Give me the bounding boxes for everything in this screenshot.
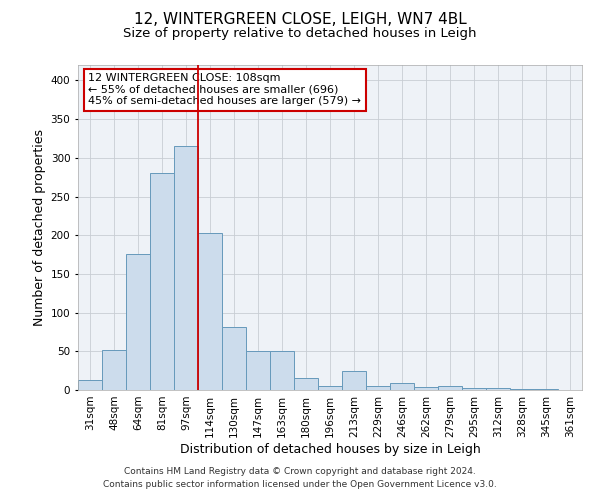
Y-axis label: Number of detached properties: Number of detached properties <box>34 129 46 326</box>
Text: Contains public sector information licensed under the Open Government Licence v3: Contains public sector information licen… <box>103 480 497 489</box>
Bar <box>174 146 198 390</box>
Bar <box>102 350 126 390</box>
Bar <box>342 370 366 390</box>
Bar <box>150 174 174 390</box>
Text: 12, WINTERGREEN CLOSE, LEIGH, WN7 4BL: 12, WINTERGREEN CLOSE, LEIGH, WN7 4BL <box>134 12 466 28</box>
Bar <box>414 387 438 390</box>
Text: 12 WINTERGREEN CLOSE: 108sqm
← 55% of detached houses are smaller (696)
45% of s: 12 WINTERGREEN CLOSE: 108sqm ← 55% of de… <box>88 73 361 106</box>
Text: Size of property relative to detached houses in Leigh: Size of property relative to detached ho… <box>123 28 477 40</box>
Bar <box>366 386 390 390</box>
X-axis label: Distribution of detached houses by size in Leigh: Distribution of detached houses by size … <box>179 442 481 456</box>
Bar <box>534 389 558 390</box>
Bar <box>294 378 318 390</box>
Bar <box>318 386 342 390</box>
Bar <box>390 383 414 390</box>
Text: Contains HM Land Registry data © Crown copyright and database right 2024.: Contains HM Land Registry data © Crown c… <box>124 467 476 476</box>
Bar <box>222 328 246 390</box>
Bar <box>270 350 294 390</box>
Bar <box>486 388 510 390</box>
Bar <box>246 350 270 390</box>
Bar <box>462 388 486 390</box>
Bar <box>78 380 102 390</box>
Bar <box>126 254 150 390</box>
Bar <box>510 389 534 390</box>
Bar <box>198 233 222 390</box>
Bar <box>438 386 462 390</box>
